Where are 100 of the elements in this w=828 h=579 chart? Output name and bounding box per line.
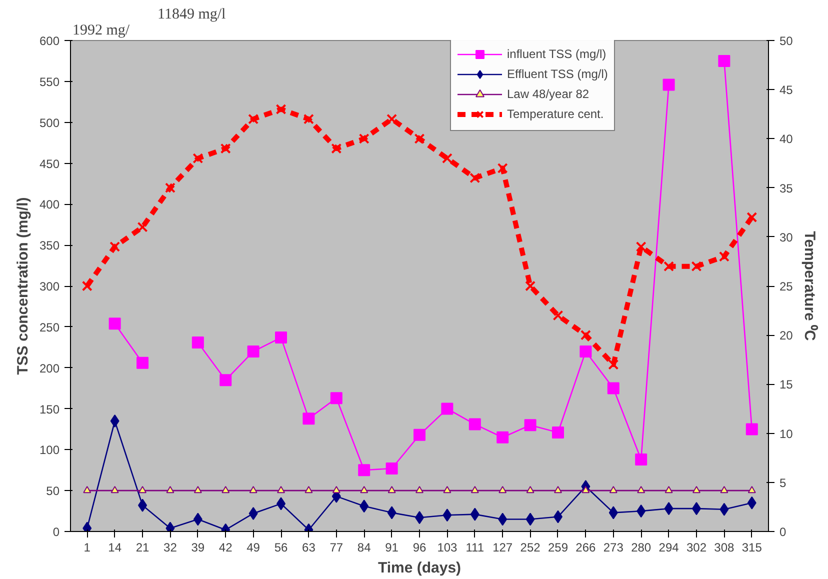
point: [304, 486, 313, 494]
point: [360, 500, 369, 513]
point: [220, 374, 232, 386]
y-tick-label: 500: [39, 116, 60, 130]
point: [552, 426, 564, 438]
point: [496, 431, 509, 444]
y-tick-label: 450: [39, 156, 60, 171]
point: [222, 486, 230, 494]
point: [387, 506, 396, 520]
point: [82, 280, 92, 292]
point: [416, 486, 424, 494]
point: [470, 486, 479, 494]
x-tick-label: 273: [603, 540, 624, 554]
y2-tick-label: 50: [780, 34, 794, 48]
point: [110, 414, 120, 428]
x-tick-label: 96: [412, 540, 426, 554]
point: [277, 486, 286, 494]
point: [498, 512, 508, 526]
legend-label: influent TSS (mg/l): [507, 47, 606, 61]
y2-tick-label: 0: [780, 525, 786, 539]
point: [580, 330, 591, 340]
x-tick-label: 259: [548, 540, 568, 554]
point: [746, 423, 758, 436]
point: [110, 241, 120, 252]
text: 11849 mg/l: [158, 6, 226, 22]
point: [137, 222, 148, 232]
point: [636, 241, 646, 252]
point: [193, 512, 202, 526]
point: [414, 133, 425, 144]
legend-label: Temperature cent.: [507, 107, 604, 121]
point: [360, 486, 368, 494]
x-tick-label: 280: [631, 540, 652, 554]
x-tick-label: 63: [302, 540, 316, 554]
x-tick-label: 302: [686, 540, 707, 554]
x-tick-label: 252: [520, 540, 541, 554]
point: [580, 345, 592, 358]
y2-tick-label: 45: [780, 83, 794, 98]
y2-tick-label: 40: [780, 132, 794, 146]
point: [468, 418, 481, 430]
x-tick-label: 315: [742, 540, 762, 554]
point: [470, 172, 480, 184]
point: [247, 345, 260, 358]
point: [164, 182, 176, 194]
point: [664, 486, 673, 494]
point: [331, 143, 342, 154]
y-tick-label: 400: [39, 198, 60, 212]
point: [608, 359, 619, 370]
x-tick-label: 14: [108, 540, 122, 554]
point: [276, 497, 286, 510]
point: [720, 502, 729, 516]
x-tick-label: 266: [576, 540, 596, 554]
point: [136, 356, 149, 369]
point: [248, 114, 259, 124]
point: [747, 496, 756, 510]
x-tick-label: 111: [466, 540, 484, 554]
y-tick-label: 550: [39, 74, 60, 89]
y-tick-label: 250: [39, 320, 60, 334]
y2-tick-label: 30: [780, 230, 794, 244]
y2-tick-label: 15: [780, 378, 794, 392]
point: [748, 486, 756, 494]
x-tick-label: 21: [136, 540, 150, 554]
legend-label: Law 48/year 82: [507, 87, 590, 101]
point: [110, 486, 119, 494]
point: [358, 133, 370, 144]
point: [194, 486, 202, 494]
y-tick-label: 100: [39, 443, 60, 458]
point: [662, 78, 675, 91]
point: [635, 453, 648, 466]
point: [746, 212, 758, 223]
point: [442, 153, 452, 164]
point: [83, 486, 92, 494]
point: [192, 336, 204, 348]
point: [718, 251, 730, 262]
point: [388, 486, 396, 494]
x-tick-label: 103: [437, 540, 458, 554]
point: [303, 114, 314, 124]
y-tick-label: 0: [52, 525, 60, 539]
x-axis-title: Time (days): [378, 560, 462, 576]
point: [498, 486, 507, 494]
y-tick-label: 150: [39, 402, 60, 416]
x-tick-label: 39: [191, 540, 205, 554]
point: [525, 280, 536, 292]
point: [553, 510, 562, 524]
point: [386, 462, 398, 474]
point: [497, 162, 508, 174]
legend-label: Effluent TSS (mg/l): [507, 67, 608, 81]
point: [192, 153, 204, 164]
point: [276, 104, 286, 114]
point: [138, 498, 148, 512]
y2-tick-label: 20: [780, 328, 794, 343]
x-tick-label: 127: [492, 540, 513, 554]
point: [526, 486, 534, 494]
point: [443, 486, 452, 494]
point: [718, 54, 730, 67]
point: [720, 486, 728, 494]
y-tick-label: 350: [39, 238, 60, 253]
point: [442, 508, 452, 522]
point: [302, 412, 315, 425]
point: [441, 402, 454, 415]
y2-tick-label: 35: [780, 181, 794, 196]
